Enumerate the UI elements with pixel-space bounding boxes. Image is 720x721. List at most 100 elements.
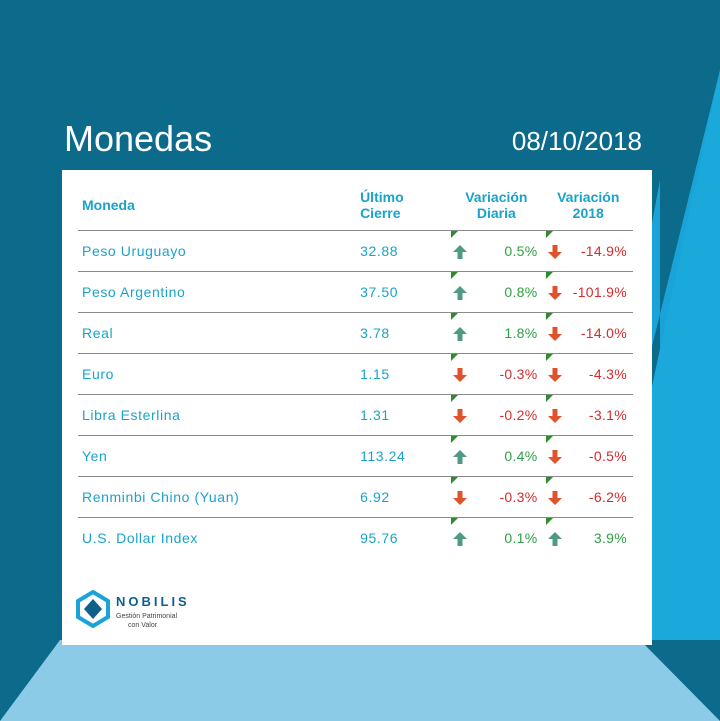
currency-name: Peso Uruguayo [78, 230, 357, 272]
arrow-down-icon [547, 450, 562, 464]
year-variation-value: -6.2% [588, 489, 627, 505]
arrow-down-icon [453, 409, 468, 423]
cell-corner-marker [545, 477, 553, 484]
last-close-value: 37.50 [356, 271, 450, 313]
currency-name: Yen [78, 435, 357, 477]
table-row: Libra Esterlina 1.31 -0.2% -3.1% [78, 394, 633, 436]
daily-variation-value: 0.8% [504, 284, 538, 300]
arrow-down-icon [547, 245, 562, 259]
daily-variation-value: 1.8% [504, 325, 538, 341]
year-variation-cell: -14.0% [543, 312, 633, 354]
table-row: Euro 1.15 -0.3% -4.3% [78, 353, 633, 395]
last-close-value: 3.78 [356, 312, 450, 354]
daily-variation-cell: -0.3% [449, 476, 544, 518]
last-close-value: 1.15 [356, 353, 450, 395]
cell-corner-marker [451, 518, 459, 525]
year-variation-value: -0.5% [588, 448, 627, 464]
cell-corner-marker [545, 436, 553, 443]
daily-variation-cell: 0.1% [449, 518, 543, 559]
cell-corner-marker [545, 313, 553, 320]
column-header-close: Último Cierre [356, 180, 450, 231]
nobilis-logo-icon [76, 589, 110, 629]
column-header-year: Variación 2018 [543, 180, 633, 231]
cell-corner-marker [545, 272, 553, 279]
year-variation-value: -14.9% [580, 243, 627, 259]
daily-variation-cell: 1.8% [449, 312, 544, 354]
page-title: Monedas [64, 118, 213, 159]
currency-name: Libra Esterlina [78, 394, 357, 436]
currency-card: Moneda Último Cierre Variación Diaria Va… [62, 170, 652, 645]
cell-corner-marker [545, 231, 553, 238]
arrow-up-icon [547, 532, 562, 546]
last-close-value: 113.24 [356, 435, 450, 477]
cell-corner-marker [451, 231, 459, 238]
currency-name: Peso Argentino [78, 271, 357, 313]
daily-variation-value: -0.3% [499, 366, 538, 382]
year-variation-cell: -6.2% [543, 476, 633, 518]
cell-corner-marker [545, 395, 553, 402]
year-variation-value: -4.3% [588, 366, 627, 382]
daily-variation-value: -0.3% [499, 489, 538, 505]
table-row: Peso Argentino 37.50 0.8% -101.9% [78, 271, 633, 313]
arrow-up-icon [453, 245, 468, 259]
arrow-down-icon [547, 327, 562, 341]
table-row: Real 3.78 1.8% -14.0% [78, 312, 633, 354]
table-row: U.S. Dollar Index 95.76 0.1% 3.9% [78, 518, 633, 559]
table-row: Yen 113.24 0.4% -0.5% [78, 435, 633, 477]
currency-name: U.S. Dollar Index [82, 530, 199, 546]
cell-corner-marker [545, 354, 553, 361]
daily-variation-cell: -0.2% [449, 394, 544, 436]
nobilis-logo: NOBILIS Gestión Patrimonial con Valor [76, 589, 236, 645]
logo-name: NOBILIS [116, 594, 190, 609]
currency-name: Renminbi Chino (Yuan) [78, 476, 357, 518]
table-header-row: Moneda Último Cierre Variación Diaria Va… [78, 180, 633, 231]
cell-corner-marker [451, 436, 459, 443]
daily-variation-value: -0.2% [499, 407, 538, 423]
arrow-down-icon [547, 286, 562, 300]
year-variation-value: 3.9% [593, 530, 627, 546]
year-variation-value: -3.1% [588, 407, 627, 423]
last-close-value: 32.88 [356, 230, 450, 272]
currency-name: Real [78, 312, 357, 354]
logo-tagline: Gestión Patrimonial con Valor [116, 613, 178, 629]
year-variation-value: -101.9% [572, 284, 627, 300]
daily-variation-cell: -0.3% [449, 353, 544, 395]
year-variation-cell: -4.3% [543, 353, 633, 395]
table-row: Peso Uruguayo 32.88 0.5% -14.9% [78, 230, 633, 272]
last-close-value: 6.92 [356, 476, 450, 518]
year-variation-cell: -3.1% [543, 394, 633, 436]
cell-corner-marker [451, 272, 459, 279]
year-variation-cell: -101.9% [543, 271, 633, 313]
year-variation-value: -14.0% [580, 325, 627, 341]
arrow-down-icon [453, 368, 468, 382]
daily-variation-cell: 0.8% [449, 271, 544, 313]
column-header-currency: Moneda [78, 180, 357, 231]
daily-variation-value: 0.5% [504, 243, 538, 259]
arrow-up-icon [453, 450, 468, 464]
last-close-value: 95.76 [360, 530, 399, 546]
arrow-up-icon [453, 286, 468, 300]
arrow-up-icon [453, 327, 468, 341]
daily-variation-cell: 0.5% [449, 230, 544, 272]
report-date: 08/10/2018 [511, 126, 642, 156]
last-close-value: 1.31 [356, 394, 450, 436]
table-row: Renminbi Chino (Yuan) 6.92 -0.3% -6.2% [78, 476, 633, 518]
arrow-down-icon [547, 491, 562, 505]
daily-variation-cell: 0.4% [449, 435, 544, 477]
arrow-down-icon [547, 409, 562, 423]
cell-corner-marker [451, 313, 459, 320]
year-variation-cell: -14.9% [543, 230, 633, 272]
arrow-down-icon [547, 368, 562, 382]
cell-corner-marker [451, 354, 459, 361]
year-variation-cell: -0.5% [543, 435, 633, 477]
cell-corner-marker [451, 395, 459, 402]
currency-table: Moneda Último Cierre Variación Diaria Va… [78, 180, 633, 558]
year-variation-cell: 3.9% [544, 518, 633, 559]
cell-corner-marker [545, 518, 553, 525]
daily-variation-value: 0.4% [504, 448, 538, 464]
arrow-up-icon [453, 532, 468, 546]
currency-name: Euro [78, 353, 357, 395]
column-header-daily: Variación Diaria [449, 180, 544, 231]
daily-variation-value: 0.1% [504, 530, 538, 546]
cell-corner-marker [451, 477, 459, 484]
